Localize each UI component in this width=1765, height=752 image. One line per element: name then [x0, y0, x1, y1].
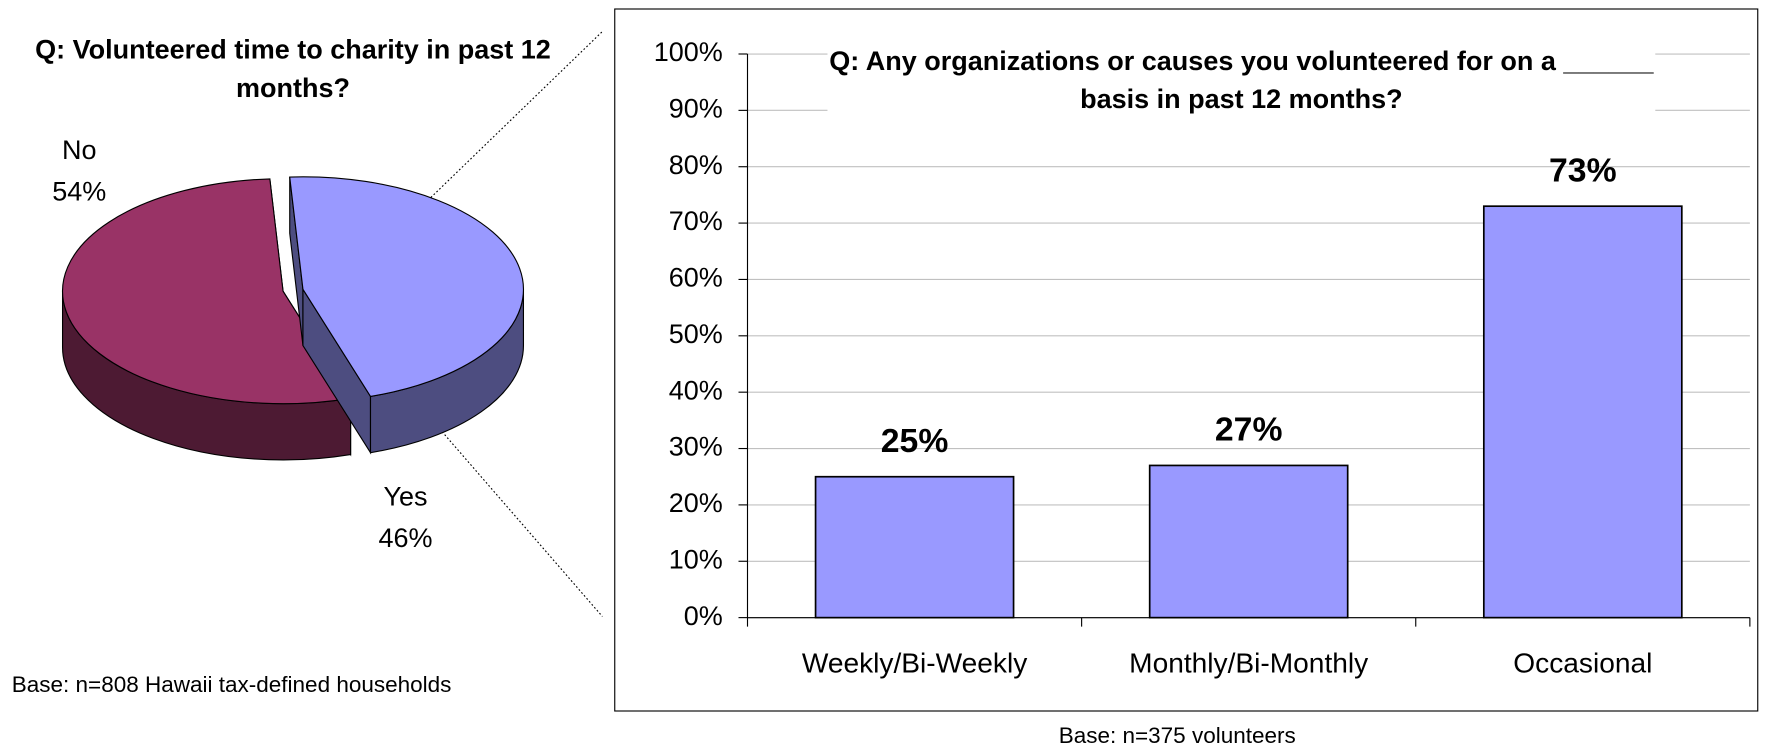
pie-label: Yes [383, 482, 427, 512]
pie-value-label: 46% [378, 523, 432, 553]
value-label: 73% [1549, 151, 1617, 189]
pie-slice-group [61, 178, 352, 461]
y-tick-label: 80% [669, 150, 723, 180]
y-tick-label: 90% [669, 93, 723, 123]
pie-title: Q: Volunteered time to charity in past 1… [35, 34, 551, 104]
y-tick-label: 30% [669, 432, 723, 462]
pie-footnote: Base: n=808 Hawaii tax-defined household… [12, 672, 452, 697]
bar-footnote: Base: n=375 volunteers [1059, 723, 1296, 747]
bar-title-box: Q: Any organizations or causes you volun… [827, 42, 1656, 120]
y-tick-label: 70% [669, 206, 723, 236]
value-label: 25% [881, 422, 949, 460]
y-tick-label: 100% [654, 37, 723, 67]
x-tick-label: Weekly/Bi-Weekly [802, 647, 1027, 678]
pie-slice [61, 178, 352, 405]
x-tick-label: Occasional [1513, 647, 1652, 678]
y-tick-label: 50% [669, 319, 723, 349]
x-tick-label: Monthly/Bi-Monthly [1129, 647, 1368, 678]
bar [814, 475, 1015, 619]
bar-title: Q: Any organizations or causes you volun… [827, 42, 1656, 120]
y-tick-label: 0% [684, 601, 723, 631]
y-tick-label: 20% [669, 488, 723, 518]
bar [1482, 205, 1683, 619]
pie-label: No [62, 135, 97, 165]
y-tick-label: 10% [669, 544, 723, 574]
y-tick-label: 60% [669, 263, 723, 293]
pie-slice-group [289, 176, 525, 455]
pie-slice [289, 176, 524, 398]
connector [427, 31, 603, 201]
value-label: 27% [1215, 411, 1283, 449]
y-tick-label: 40% [669, 375, 723, 405]
bar [1148, 464, 1349, 619]
pie-value-label: 54% [52, 177, 106, 207]
pie-title-box: Q: Volunteered time to charity in past 1… [35, 34, 551, 104]
